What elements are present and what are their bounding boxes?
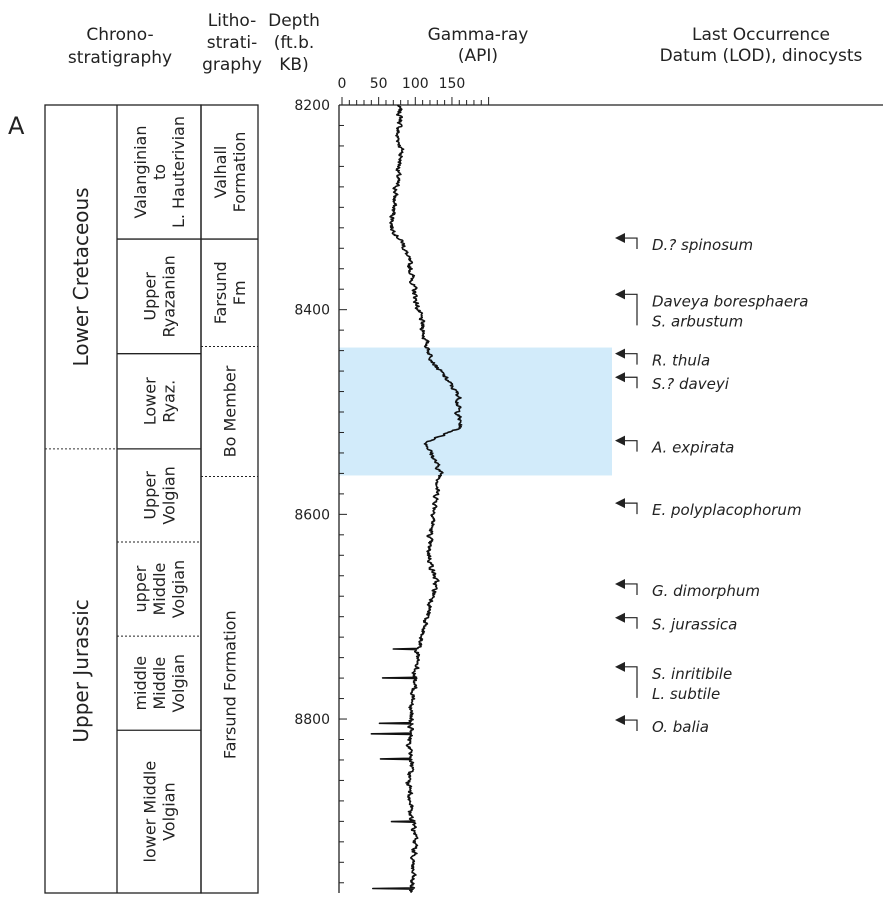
lod-label: S.? daveyi: [652, 375, 730, 393]
lod-markers: D.? spinosum Daveya boresphaera S. arbustu…: [615, 233, 808, 736]
chrono-stage-label: Ryaz.: [160, 380, 179, 423]
chrono-stage-label: Lower: [141, 377, 160, 425]
chrono-stage-label: Middle: [150, 563, 169, 616]
chrono-stage-label: Volgian: [169, 560, 188, 618]
depth-tick-label: 8400: [294, 303, 330, 319]
lod-label: R. thula: [652, 352, 710, 370]
chrono-stage-label: Ryazanian: [160, 255, 179, 337]
lod-bracket: [623, 376, 638, 389]
lod-marker: S. inritibile L. subtile: [615, 661, 732, 703]
lod-arrowhead: [615, 715, 625, 726]
header-depth: Depth: [268, 11, 320, 31]
depth-tick-label: 8200: [294, 98, 330, 114]
litho-unit-label: Farsund: [211, 261, 230, 324]
lod-marker: G. dimorphum: [615, 578, 760, 600]
lod-label: E. polyplacophorum: [652, 501, 802, 519]
header-lod: Last Occurrence: [692, 25, 830, 45]
chrono-stage-label: L. Hauterivian: [169, 116, 188, 228]
litho-unit-label: Valhall: [211, 146, 230, 199]
chrono-stage-label: Volgian: [160, 466, 179, 524]
chrono-stage-label: Middle: [150, 657, 169, 710]
lod-arrowhead: [615, 289, 625, 300]
lod-arrowhead: [615, 348, 625, 359]
chrono-stage-label: Upper: [141, 272, 160, 321]
gamma-tick-label: 50: [370, 76, 388, 92]
lod-marker: D.? spinosum: [615, 233, 753, 254]
lod-bracket: [623, 237, 638, 250]
lod-label: L. subtile: [652, 685, 720, 703]
header-lod: Datum (LOD), dinocysts: [660, 46, 863, 66]
lod-bracket: [623, 353, 638, 365]
chrono-series-label: Lower Cretaceous: [69, 187, 93, 366]
lod-bracket: [623, 440, 638, 452]
lod-bracket: [623, 719, 638, 732]
lod-label: Daveya boresphaera: [652, 292, 808, 310]
lod-marker: R. thula: [615, 348, 710, 370]
lod-label: G. dimorphum: [652, 582, 760, 600]
lod-label: D.? spinosum: [652, 236, 753, 254]
chrono-series-label: Upper Jurassic: [69, 599, 93, 742]
lod-marker: O. balia: [615, 715, 709, 736]
lod-arrowhead: [615, 578, 625, 589]
header-depth: (ft.b.: [274, 33, 315, 53]
chrono-stage-label: lower Middle: [141, 761, 160, 863]
lod-marker: Daveya boresphaera S. arbustum: [615, 289, 808, 330]
lod-bracket: [623, 617, 638, 629]
lod-arrowhead: [615, 661, 625, 672]
gamma-tick-label: 0: [338, 76, 347, 92]
lod-arrowhead: [615, 435, 625, 446]
lod-marker: S.? daveyi: [615, 372, 730, 393]
header-litho: graphy: [202, 55, 262, 75]
litho-unit-label: Formation: [230, 132, 249, 213]
chrono-stage-label: Upper: [141, 471, 160, 520]
lod-arrowhead: [615, 233, 625, 244]
litho-frame: [200, 104, 259, 894]
header-gamma: (API): [458, 46, 498, 66]
lod-label: A. expirata: [651, 439, 734, 457]
lod-arrowhead: [615, 372, 625, 383]
litho-unit-label: Farsund Formation: [221, 610, 240, 759]
chrono-stage-label: Valanginian: [131, 126, 150, 219]
lod-bracket: [623, 502, 638, 515]
chrono-stage-label: Volgian: [160, 782, 179, 840]
lod-label: S. arbustum: [652, 312, 743, 330]
litho-unit-label: Bo Member: [221, 365, 240, 457]
lod-arrowhead: [615, 612, 625, 623]
depth-tick-label: 8800: [294, 712, 330, 728]
column-headers: A Chrono-stratigraphy Litho-strati-graphy D…: [8, 11, 863, 140]
lod-label: S. inritibile: [652, 665, 732, 683]
chrono-stage-label: to: [150, 164, 169, 180]
header-litho: strati-: [207, 33, 257, 53]
panel-label: A: [8, 112, 25, 140]
header-chrono: stratigraphy: [68, 48, 172, 68]
lod-marker: S. jurassica: [615, 612, 737, 634]
litho-unit-label: Fm: [230, 280, 249, 305]
lod-label: S. jurassica: [652, 616, 737, 634]
lod-bracket: [623, 583, 638, 595]
header-depth: KB): [279, 55, 308, 75]
depth-tick-label: 8600: [294, 507, 330, 523]
gamma-ray-curve: [370, 104, 463, 894]
lod-marker: E. polyplacophorum: [615, 498, 802, 519]
lod-arrowhead: [615, 498, 625, 509]
header-litho: Litho-: [208, 11, 257, 31]
chrono-stage-label: middle: [131, 656, 150, 711]
gamma-tick-label: 100: [402, 76, 429, 92]
strat-columns: Lower Cretaceous Upper Jurassic Valanginia…: [44, 104, 259, 894]
gamma-plot: 0 50 100 150 8200 8400 8600 8800: [294, 76, 883, 894]
lod-bracket: [623, 293, 638, 326]
lod-bracket: [623, 666, 638, 698]
chrono-stage-label: upper: [131, 565, 150, 612]
chrono-stage-label: Volgian: [169, 654, 188, 712]
gamma-tick-label: 150: [439, 76, 466, 92]
lod-label: O. balia: [652, 718, 709, 736]
highlight-band: [339, 347, 612, 476]
header-chrono: Chrono-: [86, 25, 153, 45]
header-gamma: Gamma-ray: [428, 25, 529, 45]
lod-marker: A. expirata: [615, 435, 734, 457]
